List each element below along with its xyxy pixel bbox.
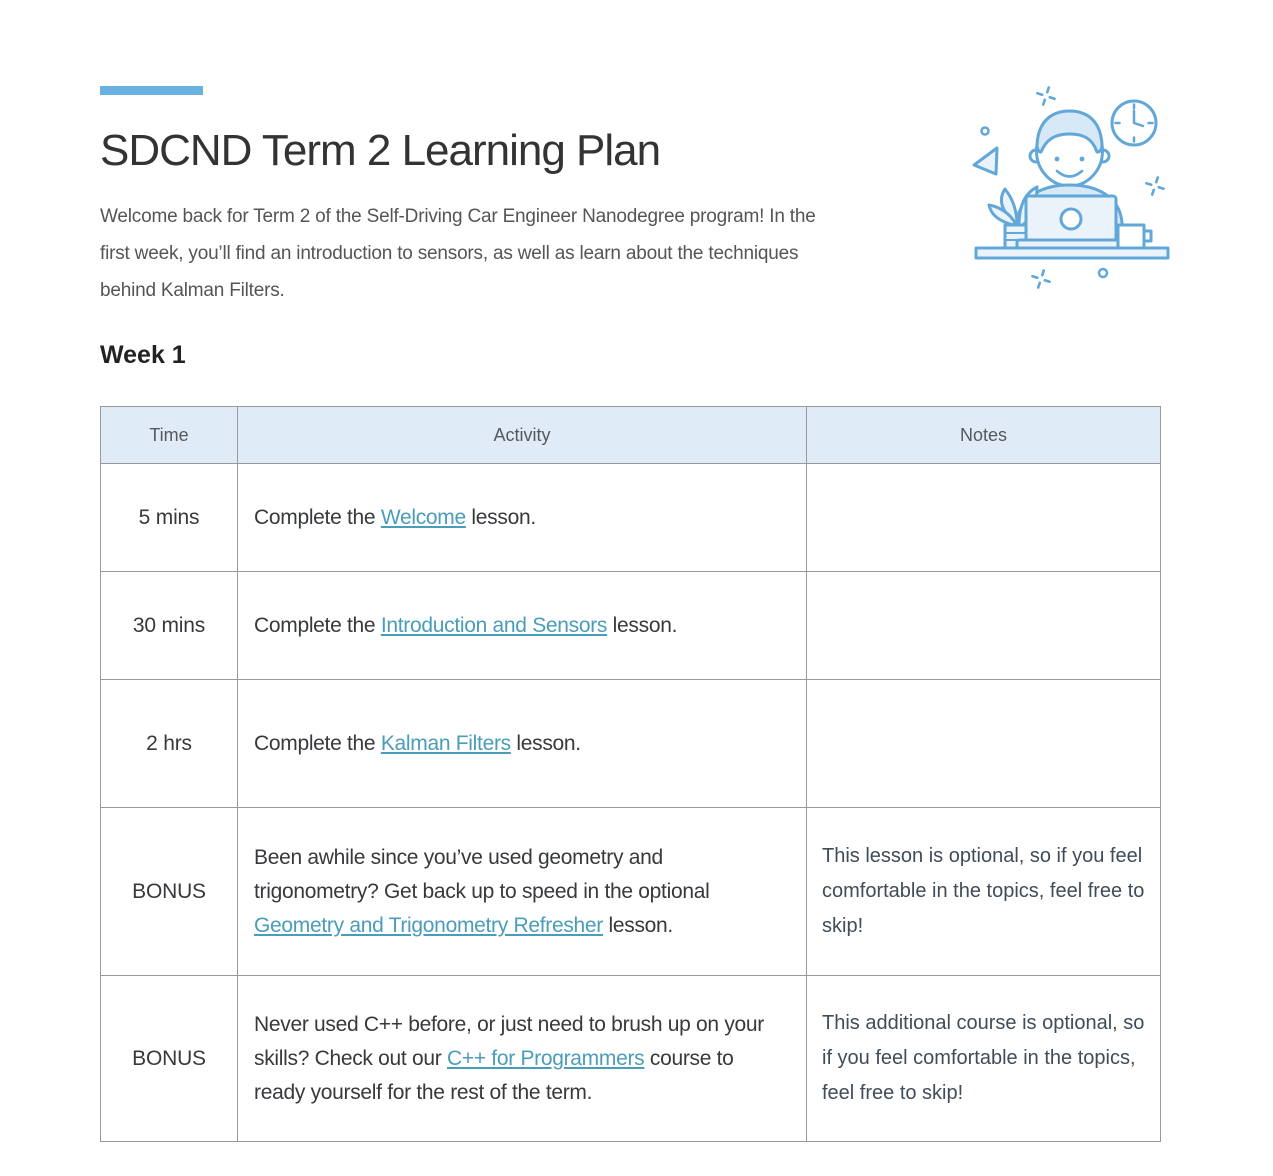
activity-cell: Been awhile since you’ve used geometry a… [237,807,807,976]
notes-cell [806,463,1161,572]
week-heading: Week 1 [100,341,186,369]
lesson-link-c-for-programmers[interactable]: C++ for Programmers [446,1046,645,1070]
table-header-row: Time Activity Notes [100,406,1161,464]
activity-cell: Complete the Kalman Filters lesson. [237,679,807,808]
notes-cell: This additional course is optional, so i… [806,975,1161,1142]
lesson-link-geometry-and-trigonometry-refresher[interactable]: Geometry and Trigonometry Refresher [254,913,603,937]
table-row: BONUS Been awhile since you’ve used geome… [100,807,1161,976]
accent-bar [100,86,203,95]
time-cell: 5 mins [100,463,238,572]
column-header-time: Time [100,406,238,464]
sparkle-icon [1036,86,1056,106]
sparkle-icon [1145,176,1165,196]
notes-cell: This lesson is optional, so if you feel … [806,807,1161,976]
table-body: 5 mins Complete the Welcome lesson. 30 min… [100,463,1161,1142]
time-cell: 30 mins [100,571,238,680]
lesson-link-welcome[interactable]: Welcome [380,505,466,529]
table-row: 2 hrs Complete the Kalman Filters lesson. [100,679,1161,808]
triangle-icon [972,146,999,176]
desk [974,246,1170,260]
intro-paragraph: Welcome back for Term 2 of the Self-Driv… [100,206,816,301]
sparkle-icon [1031,269,1051,289]
table-row: 30 mins Complete the Introduction and Sen… [100,571,1161,680]
lesson-link-kalman-filters[interactable]: Kalman Filters [380,731,511,755]
activity-cell: Complete the Introduction and Sensors le… [237,571,807,680]
column-header-notes: Notes [806,406,1161,464]
clock-icon [1110,99,1158,147]
time-cell: 2 hrs [100,679,238,808]
table-row: BONUS Never used C++ before, or just need… [100,975,1161,1142]
lesson-link-introduction-and-sensors[interactable]: Introduction and Sensors [380,613,608,637]
dot-icon [980,126,990,136]
activity-cell: Complete the Welcome lesson. [237,463,807,572]
table-row: 5 mins Complete the Welcome lesson. [100,463,1161,572]
notes-cell [806,679,1161,808]
page-title: SDCND Term 2 Learning Plan [100,126,661,175]
notes-cell [806,571,1161,680]
time-cell: BONUS [100,807,238,976]
dot-icon [1097,267,1109,279]
person-at-laptop-illustration [972,86,1170,289]
time-cell: BONUS [100,975,238,1142]
laptop-icon [1015,194,1123,250]
mug-icon [1116,223,1153,250]
activity-cell: Never used C++ before, or just need to b… [237,975,807,1142]
learning-plan-table: Time Activity Notes 5 mins Complete the W… [100,406,1161,1142]
column-header-activity: Activity [237,406,807,464]
